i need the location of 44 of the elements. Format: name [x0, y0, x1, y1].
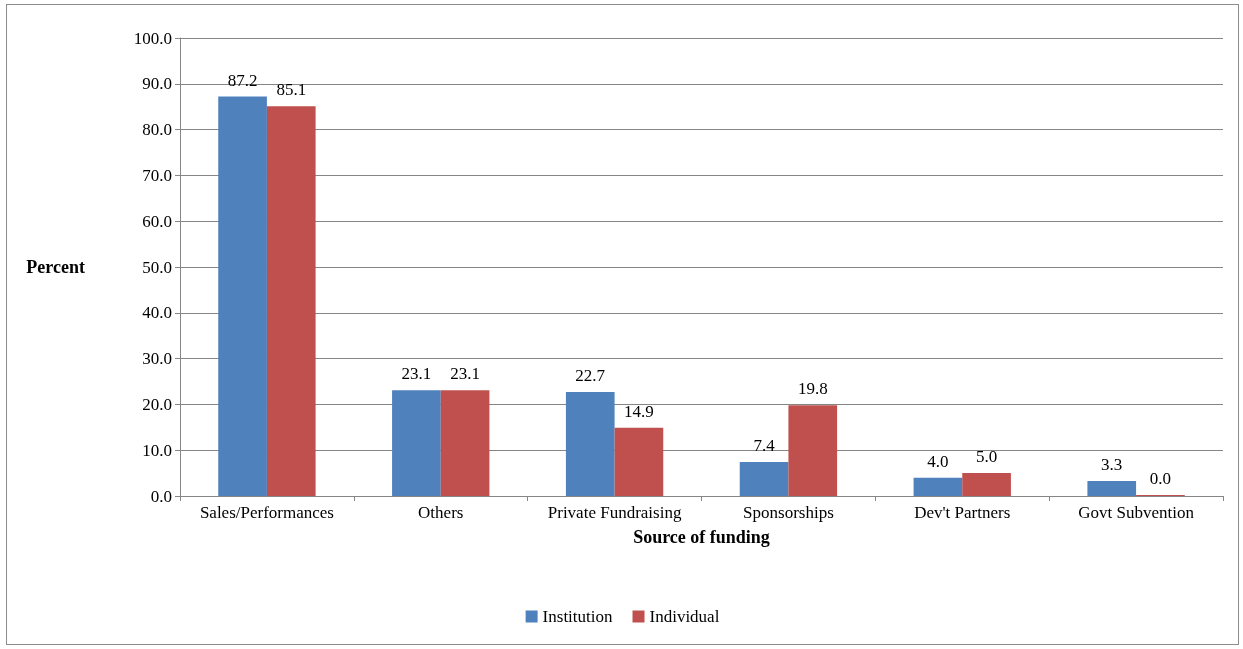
legend-label: Institution	[542, 607, 614, 626]
bar	[266, 106, 316, 496]
bar	[788, 405, 838, 496]
y-tick-label: 40.0	[142, 303, 172, 323]
data-label: 23.1	[450, 364, 480, 384]
data-label: 7.4	[753, 436, 776, 456]
bar	[440, 390, 490, 496]
bar	[392, 390, 441, 496]
y-tick-label: 90.0	[142, 74, 172, 94]
x-tick-label: Govt Subvention	[1078, 503, 1195, 522]
y-tick-label: 30.0	[142, 349, 172, 369]
x-tick-label: Dev't Partners	[914, 503, 1011, 522]
y-tick-label: 20.0	[142, 394, 172, 414]
bar	[739, 462, 789, 496]
y-tick-label: 10.0	[142, 440, 172, 460]
data-label: 5.0	[975, 447, 998, 467]
x-tick-label: Sales/Performances	[199, 503, 334, 522]
y-axis-title: Percent	[26, 257, 85, 277]
x-tick-label: Sponsorships	[743, 503, 834, 522]
x-tick-label: Others	[418, 503, 464, 522]
bar	[962, 473, 1011, 496]
data-label: 19.8	[797, 379, 828, 399]
y-tick-label: 50.0	[142, 257, 172, 277]
y-tick-label: 60.0	[142, 211, 172, 231]
x-axis-title: Source of funding	[633, 527, 770, 547]
bar	[614, 427, 664, 496]
data-label: 3.3	[1101, 454, 1123, 474]
data-label: 14.9	[624, 401, 654, 421]
bar	[218, 96, 267, 496]
data-label: 4.0	[927, 451, 949, 471]
bar	[913, 477, 963, 496]
y-tick-label: 100.0	[133, 28, 172, 48]
y-tick-label: 70.0	[142, 165, 172, 185]
x-tick-label: Private Fundraising	[547, 503, 682, 522]
bar	[565, 392, 615, 496]
data-label: 85.1	[276, 80, 307, 100]
data-label: 87.2	[227, 70, 258, 90]
data-label: 0.0	[1149, 469, 1172, 488]
y-tick-label: 80.0	[142, 120, 172, 140]
y-tick-label: 0.0	[150, 486, 172, 506]
legend-label: Individual	[649, 607, 720, 626]
data-label: 23.1	[401, 364, 432, 384]
data-label: 22.7	[575, 366, 606, 386]
bar	[1087, 480, 1137, 496]
